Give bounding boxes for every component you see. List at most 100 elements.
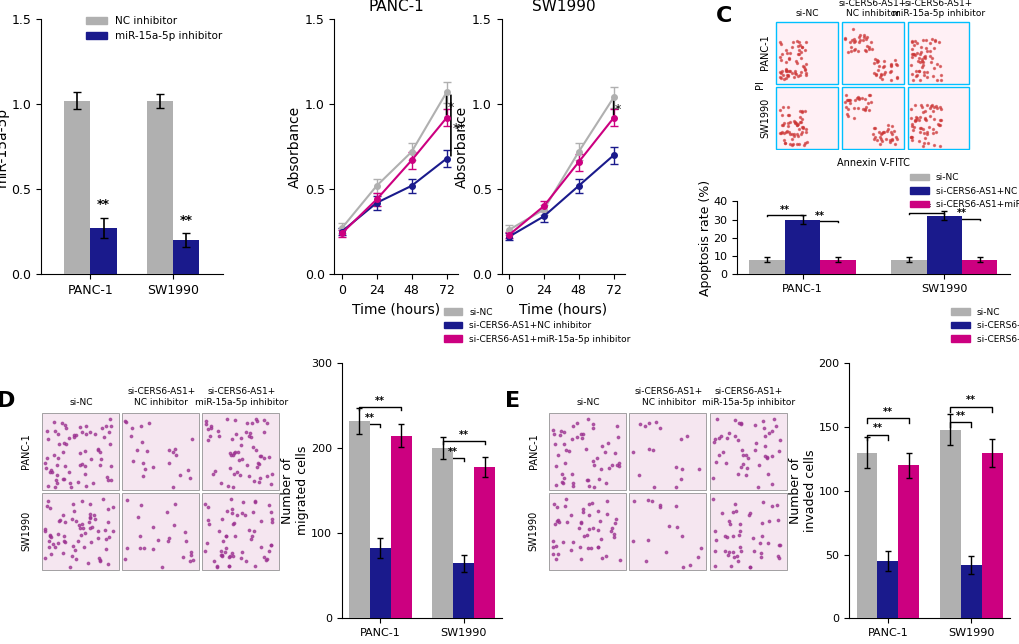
Point: [246, 526, 262, 536]
Point: [839, 95, 855, 105]
Bar: [629, 413, 706, 490]
Point: [774, 135, 791, 145]
Point: [787, 66, 803, 77]
Point: [888, 131, 904, 142]
Point: [882, 121, 899, 131]
Bar: [147, 101, 173, 274]
Point: [866, 54, 882, 64]
Point: [118, 495, 135, 505]
Point: [43, 531, 59, 542]
Point: [237, 509, 254, 520]
Point: [197, 499, 213, 509]
Point: [868, 57, 884, 67]
Point: [872, 129, 889, 139]
Point: [867, 69, 883, 79]
Point: [932, 115, 949, 126]
Point: [753, 518, 769, 529]
Bar: [856, 453, 876, 618]
Point: [737, 450, 753, 460]
Point: [856, 93, 872, 104]
Point: [244, 418, 260, 428]
Point: [99, 471, 115, 482]
Point: [244, 531, 260, 542]
Point: [881, 135, 898, 145]
X-axis label: Time (hours): Time (hours): [519, 303, 607, 316]
Point: [589, 453, 605, 463]
Point: [718, 532, 735, 542]
Point: [841, 95, 857, 106]
Point: [674, 464, 690, 474]
Point: [912, 42, 928, 52]
Point: [98, 534, 114, 544]
Point: [883, 133, 900, 144]
Point: [626, 496, 642, 506]
Point: [914, 57, 930, 68]
Point: [786, 68, 802, 79]
Point: [41, 542, 57, 553]
Point: [46, 450, 62, 460]
Text: si-CERS6-AS1+
miR-15a-5p inhibitor: si-CERS6-AS1+ miR-15a-5p inhibitor: [702, 387, 795, 406]
Point: [232, 553, 249, 563]
Point: [119, 543, 136, 553]
Point: [226, 518, 243, 528]
Point: [862, 97, 878, 108]
Point: [729, 435, 745, 445]
Point: [865, 68, 881, 78]
Text: SW1990: SW1990: [528, 511, 538, 551]
Point: [161, 445, 177, 455]
Point: [887, 139, 903, 149]
Point: [846, 44, 862, 54]
Point: [544, 542, 560, 552]
Point: [734, 450, 750, 460]
Point: [253, 451, 269, 461]
Point: [581, 510, 597, 520]
Point: [793, 122, 809, 132]
Point: [593, 534, 609, 544]
Point: [782, 139, 798, 149]
Point: [603, 460, 620, 470]
Point: [861, 90, 877, 100]
Point: [902, 132, 918, 142]
Point: [731, 542, 747, 553]
Point: [704, 473, 720, 483]
Point: [249, 416, 265, 426]
Point: [903, 35, 919, 46]
Point: [200, 515, 216, 526]
Point: [779, 110, 795, 120]
Point: [711, 430, 728, 440]
Point: [914, 140, 930, 151]
Bar: [91, 229, 117, 274]
Point: [91, 553, 107, 564]
Point: [651, 502, 667, 512]
Point: [722, 562, 739, 572]
Point: [611, 555, 628, 565]
Point: [171, 470, 187, 480]
Point: [550, 517, 567, 527]
Point: [585, 482, 601, 493]
Point: [554, 478, 571, 488]
Point: [797, 128, 813, 138]
Point: [81, 558, 97, 568]
Point: [849, 46, 865, 56]
Y-axis label: Apoptosis rate (%): Apoptosis rate (%): [698, 180, 711, 296]
Point: [141, 418, 157, 428]
Point: [769, 553, 786, 563]
Point: [837, 90, 853, 100]
Point: [777, 45, 794, 55]
X-axis label: Time (hours): Time (hours): [352, 303, 440, 316]
Point: [754, 416, 770, 426]
Point: [67, 516, 84, 526]
Point: [250, 459, 266, 469]
Point: [760, 516, 776, 526]
Point: [258, 555, 274, 565]
Text: C: C: [715, 6, 732, 26]
Point: [198, 419, 214, 430]
Point: [889, 59, 905, 70]
Point: [914, 60, 930, 70]
Point: [184, 555, 201, 565]
Point: [865, 122, 881, 133]
Point: [598, 497, 614, 507]
Point: [545, 498, 561, 509]
Point: [182, 550, 199, 560]
Point: [707, 457, 723, 467]
